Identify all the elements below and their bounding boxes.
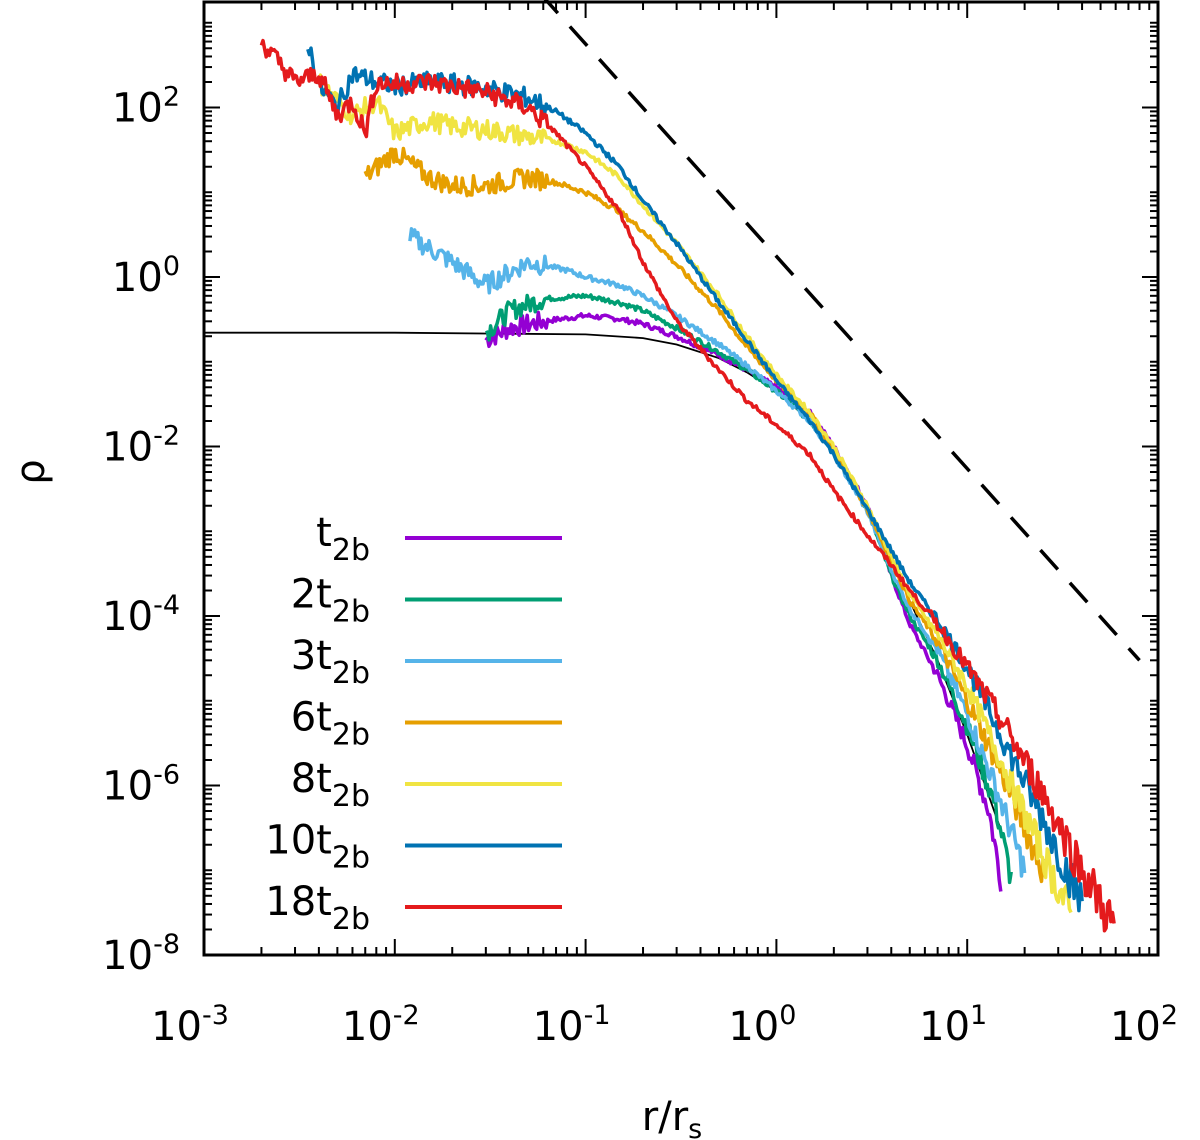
series-line-2 bbox=[484, 292, 1013, 885]
legend-label-3: 3t2b bbox=[291, 633, 370, 691]
series-line-5 bbox=[317, 73, 1073, 914]
y-tick-labels: 10-8 10-6 10-4 10-2 100 102 bbox=[102, 82, 180, 980]
plot-lines bbox=[204, 0, 1141, 933]
series-line-3 bbox=[408, 227, 1027, 878]
x-tick-label: 10-1 bbox=[533, 1000, 611, 1050]
x-tick-label: 101 bbox=[919, 1000, 987, 1050]
legend-label-6: 10t2b bbox=[265, 818, 370, 876]
y-tick-label: 102 bbox=[112, 82, 180, 132]
plot-frame bbox=[202, 0, 1160, 957]
legend-label-7: 18t2b bbox=[265, 879, 370, 937]
x-tick-label: 10-2 bbox=[342, 1000, 420, 1050]
x-axis-label: r/rs bbox=[642, 1094, 702, 1140]
x-tick-label: 100 bbox=[728, 1000, 796, 1050]
y-tick-label: 10-6 bbox=[102, 760, 180, 810]
legend-label-5: 8t2b bbox=[291, 756, 370, 814]
y-axis-label: ρ bbox=[8, 459, 54, 484]
legend-label-1: t2b bbox=[316, 510, 370, 568]
series-line-4 bbox=[363, 146, 1045, 884]
x-tick-labels: 10-3 10-2 10-1 100 101 102 bbox=[151, 1000, 1178, 1050]
series-line-7 bbox=[259, 38, 1116, 933]
y-tick-label: 10-8 bbox=[102, 929, 180, 979]
legend-label-2: 2t2b bbox=[291, 572, 370, 630]
x-tick-label: 10-3 bbox=[151, 1000, 229, 1050]
legend-label-4: 6t2b bbox=[291, 695, 370, 753]
y-tick-label: 100 bbox=[112, 251, 180, 301]
y-tick-label: 10-4 bbox=[102, 590, 180, 640]
x-tick-label: 102 bbox=[1110, 1000, 1178, 1050]
y-tick-label: 10-2 bbox=[102, 421, 180, 471]
power-law-line bbox=[543, 0, 1141, 662]
